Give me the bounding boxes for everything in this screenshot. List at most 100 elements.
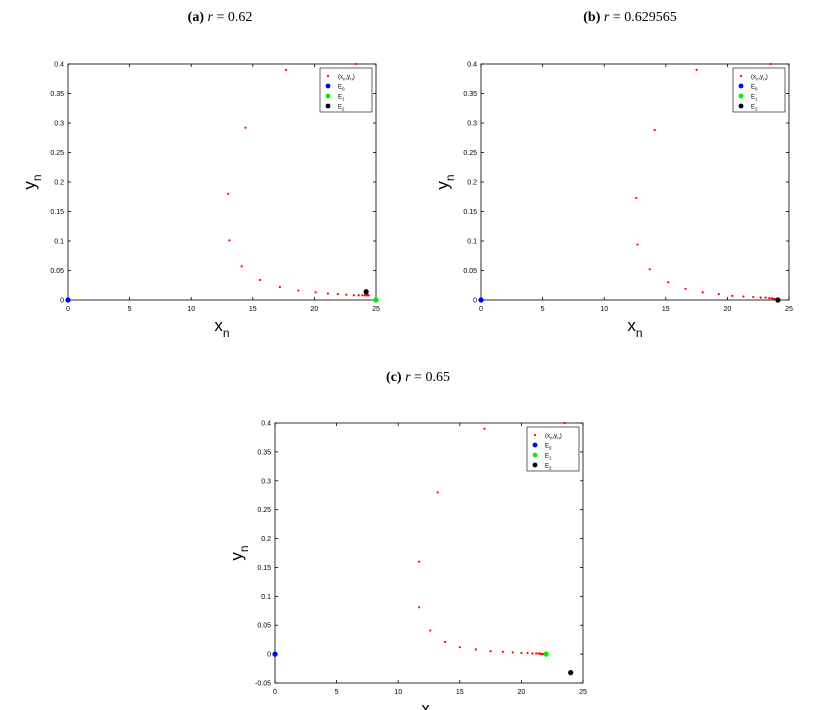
point-orbit xyxy=(653,128,656,132)
chart-c: 0 5 10 15 20 25-0.0500.050.10.150.20.250.30.3… xyxy=(227,421,587,710)
y-tick-label: 0.15 xyxy=(50,209,64,216)
point-orbit xyxy=(474,648,477,651)
y-tick-label: 0.3 xyxy=(54,121,64,128)
y-tick-label: 0.3 xyxy=(261,478,271,485)
y-tick-label: 0.25 xyxy=(50,150,64,157)
point-orbit xyxy=(731,294,734,297)
legend-sub: n xyxy=(756,76,759,81)
y-tick-label: 0.25 xyxy=(463,150,477,157)
x-axis-label: xn xyxy=(627,316,642,340)
y-axis-label-sub: n xyxy=(443,174,457,181)
point-orbit xyxy=(297,289,300,292)
legend-mid: ,y xyxy=(553,434,558,440)
y-tick-label: 0.05 xyxy=(257,623,271,630)
legend-mid: ,y xyxy=(759,75,764,81)
legend-sub: 0 xyxy=(549,445,552,450)
point-orbit xyxy=(361,294,364,297)
plot-frame xyxy=(274,422,584,684)
point-orbit xyxy=(769,62,772,66)
point-orbit xyxy=(768,297,771,300)
y-axis-label-sub: n xyxy=(30,174,44,181)
point-orbit xyxy=(326,292,330,295)
legend-sub2: n xyxy=(763,76,766,81)
y-tick-label: 0.25 xyxy=(257,507,271,514)
legend-marker-E1 xyxy=(325,93,331,99)
point-orbit xyxy=(227,192,230,195)
point-E0 xyxy=(272,651,278,657)
point-E1 xyxy=(543,651,549,657)
point-orbit xyxy=(511,651,514,654)
x-tick-label: 5 xyxy=(335,689,339,696)
point-orbit xyxy=(284,68,288,71)
legend-marker-E0 xyxy=(738,83,744,89)
y-tick-label: 0.1 xyxy=(261,594,271,601)
legend-sub: 2 xyxy=(549,465,552,470)
legend-sub: 1 xyxy=(549,455,552,460)
legend-sub: n xyxy=(550,435,553,440)
point-E2 xyxy=(775,297,781,303)
panel-b-value: 0.629565 xyxy=(624,10,677,25)
y-tick-label: 0.15 xyxy=(463,209,477,216)
point-orbit xyxy=(244,126,247,129)
legend-label-E2: E2 xyxy=(751,105,758,112)
panel-a-value: 0.62 xyxy=(227,10,253,25)
panel-b-title: (b) r = 0.629565 xyxy=(480,10,780,26)
point-orbit xyxy=(526,651,529,655)
y-tick-label: 0.05 xyxy=(463,268,477,275)
point-orbit xyxy=(535,652,538,655)
point-E2 xyxy=(568,670,574,676)
x-tick-label: 0 xyxy=(66,306,70,313)
legend-label-E1: E1 xyxy=(545,454,552,461)
point-orbit xyxy=(701,291,704,294)
x-tick-label: 10 xyxy=(600,306,608,313)
point-orbit xyxy=(228,239,231,242)
y-tick-label: 0.2 xyxy=(467,180,477,187)
panel-a-var: r xyxy=(207,10,213,25)
x-tick-label: 10 xyxy=(394,689,402,696)
point-E0 xyxy=(478,297,484,303)
y-tick-label: 0.35 xyxy=(463,91,477,98)
panel-b-label: (b) xyxy=(583,10,601,25)
x-tick-label: 20 xyxy=(311,306,319,313)
chart-b: 0 5 10 15 20 2500.050.10.150.20.250.30.350.4x… xyxy=(433,62,793,341)
point-orbit xyxy=(489,650,492,653)
legend-marker-orbit xyxy=(739,74,743,78)
point-orbit xyxy=(742,295,745,298)
panel-a-title: (a) r = 0.62 xyxy=(70,10,370,26)
point-orbit xyxy=(531,652,534,655)
point-orbit xyxy=(636,243,639,246)
legend-sub: 1 xyxy=(342,96,345,101)
panel-b-eq: = xyxy=(609,10,625,25)
x-tick-label: 0 xyxy=(273,689,277,696)
panel-c-title: (c) r = 0.65 xyxy=(268,370,568,386)
point-orbit xyxy=(345,293,348,296)
legend-sub: 2 xyxy=(342,106,345,111)
point-orbit xyxy=(483,427,486,430)
y-tick-label: 0.3 xyxy=(467,121,477,128)
point-orbit xyxy=(436,491,439,494)
legend-marker-E2 xyxy=(738,103,744,109)
legend-label-E1: E1 xyxy=(338,95,345,102)
x-tick-label: 25 xyxy=(579,689,587,696)
x-tick-label: 0 xyxy=(479,306,483,313)
point-orbit xyxy=(563,421,566,425)
panel-c-var: r xyxy=(405,370,411,385)
x-tick-label: 10 xyxy=(187,306,195,313)
point-orbit xyxy=(759,296,762,299)
y-axis-label-sub: n xyxy=(237,545,251,552)
point-orbit xyxy=(458,646,461,649)
y-tick-label: 0 xyxy=(267,652,271,659)
y-tick-label: 0.4 xyxy=(54,62,64,69)
point-E2 xyxy=(363,289,369,295)
y-tick-label: 0.35 xyxy=(257,449,271,456)
point-orbit xyxy=(752,295,755,299)
x-axis-label-sub: n xyxy=(636,326,643,340)
legend-label-orbit: (xn,yn) xyxy=(545,434,562,441)
x-tick-label: 15 xyxy=(456,689,464,696)
point-orbit xyxy=(240,265,243,268)
panel-c-label: (c) xyxy=(386,370,402,385)
point-orbit xyxy=(259,278,262,282)
point-orbit xyxy=(635,196,638,200)
y-tick-label: 0.1 xyxy=(467,239,477,246)
panel-c-value: 0.65 xyxy=(425,370,450,385)
